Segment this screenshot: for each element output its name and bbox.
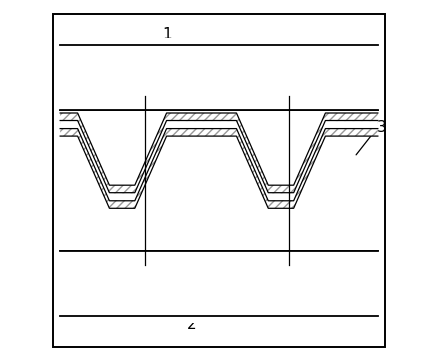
- Polygon shape: [60, 113, 378, 208]
- Text: 2: 2: [187, 317, 197, 332]
- Bar: [57, 251, 381, 323]
- Text: 1: 1: [162, 27, 171, 42]
- Bar: [60, 251, 378, 316]
- Bar: [57, 38, 381, 110]
- Polygon shape: [60, 121, 378, 200]
- Bar: [60, 45, 378, 110]
- Text: 3: 3: [377, 119, 386, 135]
